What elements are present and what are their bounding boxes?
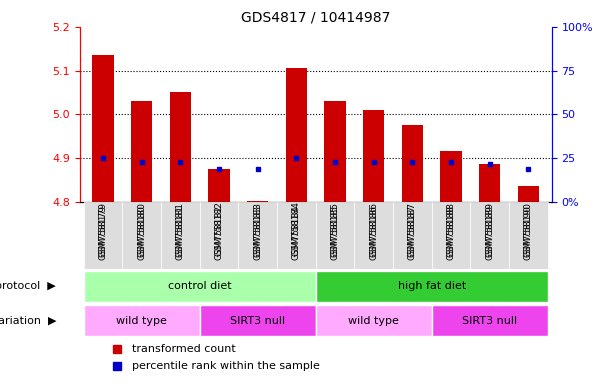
FancyBboxPatch shape xyxy=(316,305,432,336)
Text: GSM758187: GSM758187 xyxy=(408,205,417,260)
Bar xyxy=(479,164,500,202)
Text: protocol  ▶: protocol ▶ xyxy=(0,281,56,291)
Text: wild type: wild type xyxy=(348,316,399,326)
Text: GSM758184: GSM758184 xyxy=(292,202,301,257)
FancyBboxPatch shape xyxy=(200,305,316,336)
Text: GSM758190: GSM758190 xyxy=(524,205,533,260)
Text: GSM758189: GSM758189 xyxy=(485,202,494,257)
Text: wild type: wild type xyxy=(116,316,167,326)
FancyBboxPatch shape xyxy=(432,202,470,269)
Text: GSM758180: GSM758180 xyxy=(137,205,146,260)
Text: GSM758179: GSM758179 xyxy=(99,202,107,257)
Text: control diet: control diet xyxy=(168,281,232,291)
Text: GSM758181: GSM758181 xyxy=(176,205,185,260)
Text: GSM758186: GSM758186 xyxy=(369,205,378,260)
Text: SIRT3 null: SIRT3 null xyxy=(230,316,285,326)
FancyBboxPatch shape xyxy=(83,305,200,336)
Text: GSM758180: GSM758180 xyxy=(137,202,146,257)
Text: GSM758182: GSM758182 xyxy=(215,205,224,260)
Bar xyxy=(441,151,462,202)
FancyBboxPatch shape xyxy=(122,202,161,269)
Text: GSM758185: GSM758185 xyxy=(330,202,340,257)
Bar xyxy=(518,186,539,202)
Text: transformed count: transformed count xyxy=(132,344,235,354)
Text: GSM758185: GSM758185 xyxy=(330,205,340,260)
FancyBboxPatch shape xyxy=(393,202,432,269)
Text: GSM758189: GSM758189 xyxy=(485,205,494,260)
Bar xyxy=(131,101,152,202)
Text: GSM758179: GSM758179 xyxy=(99,205,107,260)
FancyBboxPatch shape xyxy=(83,202,122,269)
Bar xyxy=(324,101,346,202)
FancyBboxPatch shape xyxy=(161,202,200,269)
Bar xyxy=(363,110,384,202)
Bar xyxy=(286,68,307,202)
Text: GSM758188: GSM758188 xyxy=(447,202,455,257)
FancyBboxPatch shape xyxy=(83,270,316,302)
Text: GSM758181: GSM758181 xyxy=(176,202,185,257)
Title: GDS4817 / 10414987: GDS4817 / 10414987 xyxy=(241,10,390,24)
Bar xyxy=(208,169,230,202)
Text: GSM758190: GSM758190 xyxy=(524,202,533,257)
Text: GSM758184: GSM758184 xyxy=(292,205,301,260)
FancyBboxPatch shape xyxy=(316,270,548,302)
Text: percentile rank within the sample: percentile rank within the sample xyxy=(132,361,319,371)
FancyBboxPatch shape xyxy=(470,202,509,269)
FancyBboxPatch shape xyxy=(316,202,354,269)
Text: GSM758188: GSM758188 xyxy=(447,205,455,260)
Bar xyxy=(170,93,191,202)
Text: GSM758183: GSM758183 xyxy=(253,202,262,257)
Bar xyxy=(93,55,113,202)
Text: genotype/variation  ▶: genotype/variation ▶ xyxy=(0,316,56,326)
Text: GSM758186: GSM758186 xyxy=(369,202,378,257)
Bar xyxy=(247,201,268,202)
FancyBboxPatch shape xyxy=(354,202,393,269)
Text: high fat diet: high fat diet xyxy=(398,281,466,291)
FancyBboxPatch shape xyxy=(509,202,548,269)
FancyBboxPatch shape xyxy=(277,202,316,269)
Bar xyxy=(402,125,423,202)
Text: GSM758187: GSM758187 xyxy=(408,202,417,257)
Text: GSM758183: GSM758183 xyxy=(253,205,262,260)
FancyBboxPatch shape xyxy=(432,305,548,336)
Text: GSM758182: GSM758182 xyxy=(215,202,224,257)
FancyBboxPatch shape xyxy=(238,202,277,269)
Text: SIRT3 null: SIRT3 null xyxy=(462,316,517,326)
FancyBboxPatch shape xyxy=(200,202,238,269)
